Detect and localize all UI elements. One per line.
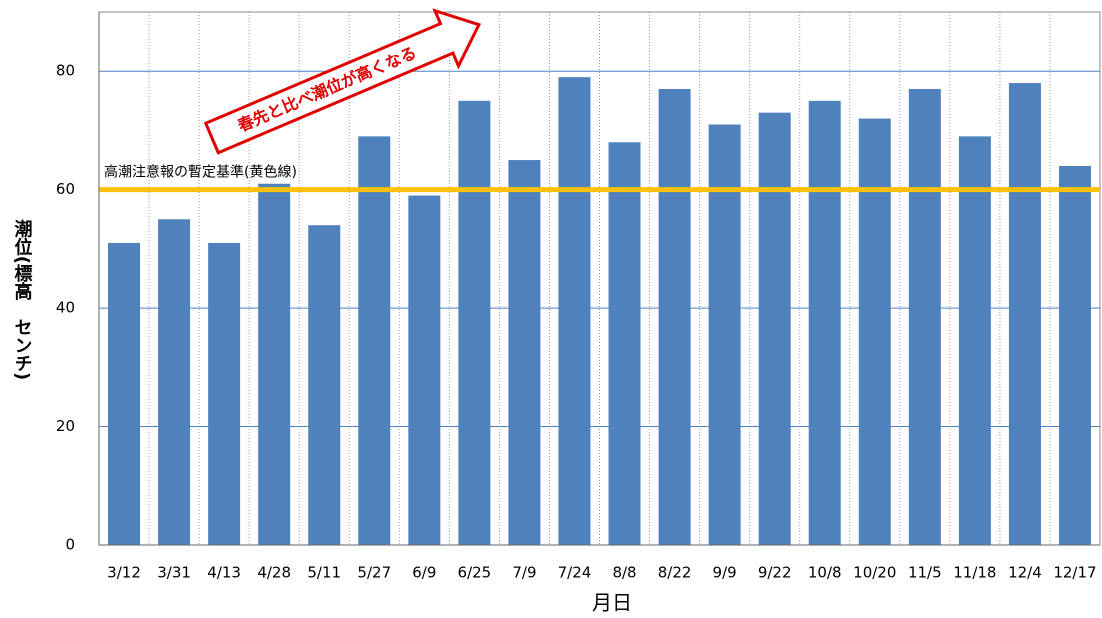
x-tick-label: 3/31 xyxy=(157,564,191,582)
y-tick-label: 20 xyxy=(56,417,75,435)
x-tick-label: 9/22 xyxy=(758,564,792,582)
bar xyxy=(708,124,741,546)
bar xyxy=(258,183,291,545)
x-axis-label: 月日 xyxy=(592,591,632,615)
bar xyxy=(558,77,591,546)
x-tick-label: 12/17 xyxy=(1053,564,1096,582)
y-axis-label: 潮位(標高 センチ) xyxy=(12,220,33,381)
bar xyxy=(758,112,791,545)
x-tick-label: 5/27 xyxy=(357,564,391,582)
bar xyxy=(658,88,691,545)
bar xyxy=(108,242,141,545)
bar xyxy=(608,142,641,546)
bar xyxy=(958,136,991,545)
bar xyxy=(408,195,441,546)
x-tick-label: 9/9 xyxy=(713,564,737,582)
x-tick-label: 11/18 xyxy=(953,564,996,582)
x-tick-label: 11/5 xyxy=(908,564,942,582)
x-tick-label: 6/9 xyxy=(412,564,436,582)
bar xyxy=(858,118,891,545)
x-tick-label: 5/11 xyxy=(307,564,341,582)
bar xyxy=(908,88,941,545)
x-tick-label: 7/9 xyxy=(512,564,536,582)
x-tick-label: 6/25 xyxy=(458,564,492,582)
arrow-shape xyxy=(203,8,482,155)
y-tick-label: 60 xyxy=(56,180,75,198)
bar xyxy=(458,100,491,545)
y-tick-label: 40 xyxy=(56,299,75,317)
bar xyxy=(808,100,841,545)
y-tick-label: 0 xyxy=(65,536,75,554)
bar xyxy=(508,160,541,546)
x-tick-label: 10/8 xyxy=(808,564,842,582)
x-tick-label: 10/20 xyxy=(853,564,896,582)
x-tick-label: 4/28 xyxy=(257,564,291,582)
bar xyxy=(358,136,391,545)
x-tick-label: 8/8 xyxy=(612,564,636,582)
bar xyxy=(158,219,191,545)
y-tick-label: 80 xyxy=(56,62,75,80)
x-tick-label: 12/4 xyxy=(1008,564,1042,582)
x-tick-label: 3/12 xyxy=(107,564,141,582)
bar xyxy=(1058,165,1091,545)
bar xyxy=(308,225,341,545)
bar xyxy=(1008,83,1041,546)
x-tick-label: 8/22 xyxy=(658,564,692,582)
reference-label: 高潮注意報の暫定基準(黄色線) xyxy=(104,164,297,181)
x-tick-label: 4/13 xyxy=(207,564,241,582)
x-tick-label: 7/24 xyxy=(558,564,592,582)
bar xyxy=(208,242,241,545)
